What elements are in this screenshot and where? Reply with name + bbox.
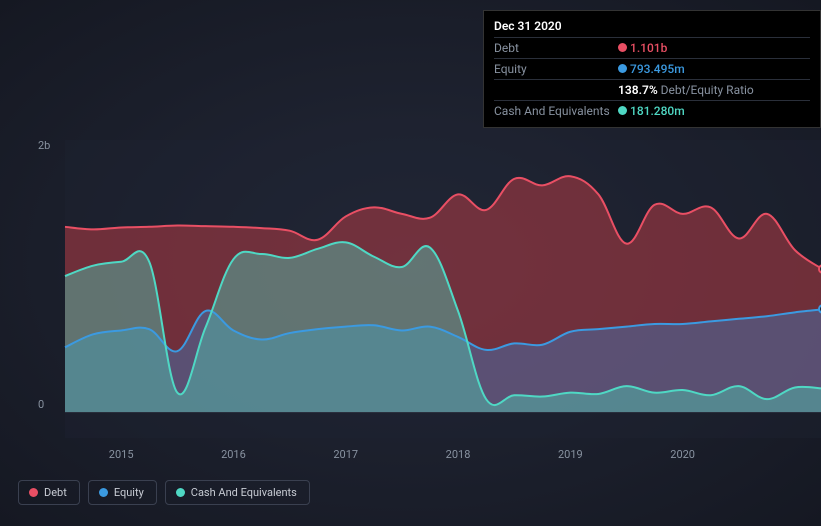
tooltip-row-label: Equity [494, 60, 618, 78]
tooltip-marker-icon [618, 64, 627, 73]
tooltip-ratio-spacer [494, 81, 618, 99]
legend-item[interactable]: Cash And Equivalents [165, 480, 310, 505]
legend-item[interactable]: Equity [88, 480, 157, 505]
tooltip-row-value: 793.495m [618, 60, 685, 78]
tooltip-row-value: 181.280m [618, 102, 685, 120]
y-axis-label: 2b [38, 139, 50, 152]
legend-item[interactable]: Debt [18, 480, 80, 505]
tooltip-row: Equity793.495m [494, 58, 810, 79]
y-axis-label: 0 [38, 398, 44, 411]
legend-label: Equity [114, 486, 144, 499]
chart-container: 2b0 201520162017201820192020 Dec 31 2020… [18, 0, 805, 470]
x-axis-label: 2015 [109, 448, 134, 461]
tooltip: Dec 31 2020 Debt1.101bEquity793.495m 138… [483, 10, 821, 128]
legend-label: Cash And Equivalents [191, 486, 297, 499]
x-axis-label: 2017 [333, 448, 358, 461]
legend-dot-icon [176, 488, 185, 497]
tooltip-ratio: 138.7% Debt/Equity Ratio [618, 81, 754, 99]
legend-label: Debt [44, 486, 67, 499]
legend-dot-icon [29, 488, 38, 497]
x-axis-label: 2016 [221, 448, 246, 461]
tooltip-row-label: Debt [494, 39, 618, 57]
tooltip-row-label: Cash And Equivalents [494, 102, 618, 120]
tooltip-row: Debt1.101b [494, 37, 810, 58]
tooltip-date: Dec 31 2020 [494, 17, 810, 37]
plot-area[interactable] [65, 140, 821, 438]
tooltip-marker-icon [618, 43, 627, 52]
tooltip-row: Cash And Equivalents181.280m [494, 100, 810, 121]
x-axis-label: 2019 [558, 448, 583, 461]
tooltip-row-value: 1.101b [618, 39, 667, 57]
tooltip-ratio-row: 138.7% Debt/Equity Ratio [494, 79, 810, 100]
x-axis-label: 2020 [670, 448, 695, 461]
x-axis-label: 2018 [446, 448, 471, 461]
tooltip-marker-icon [618, 106, 627, 115]
legend: Debt Equity Cash And Equivalents [18, 480, 310, 505]
legend-dot-icon [99, 488, 108, 497]
